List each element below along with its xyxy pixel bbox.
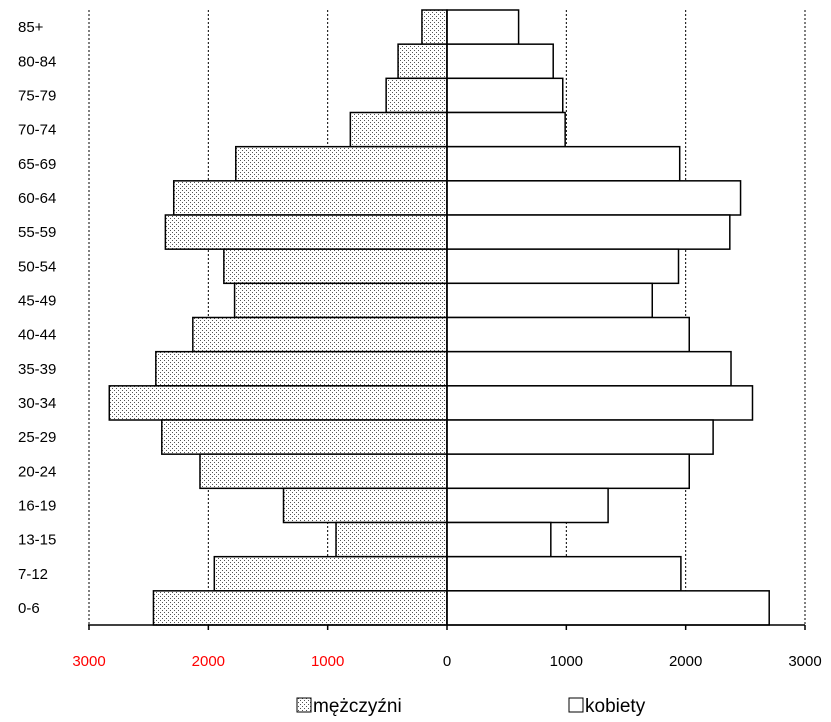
category-label: 70-74 [18, 122, 56, 139]
bar-women [446, 590, 770, 626]
bar-men [282, 487, 448, 524]
bar-men [421, 9, 448, 45]
category-label: 13-15 [18, 532, 56, 549]
bar-men [235, 145, 448, 182]
bar-women [446, 521, 552, 558]
category-label: 25-29 [18, 429, 56, 446]
bar-men [233, 282, 448, 319]
bar-women [446, 214, 731, 250]
category-label: 0-6 [18, 600, 40, 617]
legend-label-women: kobiety [585, 696, 646, 717]
category-label: 85+ [18, 19, 44, 36]
category-label: 35-39 [18, 361, 56, 378]
bar-women [446, 316, 690, 353]
bar-men [164, 214, 448, 250]
bar-men [172, 180, 448, 216]
bar-men [335, 521, 448, 558]
category-label: 16-19 [18, 497, 56, 514]
bar-women [446, 350, 732, 387]
bars [108, 9, 770, 626]
bar-women [446, 43, 554, 80]
category-label: 50-54 [18, 258, 56, 275]
legend-swatch-men [296, 697, 312, 713]
x-tick-label: 0 [443, 653, 451, 670]
legend-label-men: mężczyźni [313, 696, 402, 717]
category-label: 60-64 [18, 190, 56, 207]
bar-men [155, 350, 448, 387]
category-label: 40-44 [18, 327, 56, 344]
category-label: 7-12 [18, 566, 48, 583]
bar-men [397, 43, 448, 80]
bar-women [446, 487, 609, 524]
bar-women [446, 180, 742, 216]
bar-men [161, 419, 448, 455]
bar-women [446, 145, 681, 182]
bar-women [446, 385, 754, 421]
bar-men [223, 248, 448, 285]
bar-men [199, 453, 448, 490]
x-tick-label: 2000 [192, 653, 225, 670]
x-axis: 3000 2000 1000 0 1000 2000 3000 [72, 10, 822, 670]
bar-women [446, 77, 564, 114]
category-label: 75-79 [18, 87, 56, 104]
x-tick-label: 2000 [669, 653, 702, 670]
bar-women [446, 111, 566, 148]
bar-women [446, 453, 690, 490]
bar-men [385, 77, 448, 114]
category-label: 65-69 [18, 156, 56, 173]
category-label: 55-59 [18, 224, 56, 241]
category-label: 80-84 [18, 53, 56, 70]
category-label: 20-24 [18, 463, 56, 480]
x-tick-label: 1000 [550, 653, 583, 670]
x-tick-label: 3000 [788, 653, 821, 670]
x-tick-label: 1000 [311, 653, 344, 670]
x-tick-label: 3000 [72, 653, 105, 670]
bar-women [446, 555, 682, 592]
bar-women [446, 9, 520, 45]
bar-men [108, 385, 448, 421]
category-label: 45-49 [18, 292, 56, 309]
category-labels: 85+ 80-84 75-79 70-74 65-69 60-64 55-59 50-54 45… [18, 19, 56, 617]
bar-men [152, 590, 448, 626]
category-label: 30-34 [18, 395, 56, 412]
bar-women [446, 282, 654, 319]
legend: mężczyźni kobiety [296, 696, 646, 717]
legend-swatch-women [568, 697, 584, 713]
bar-men [213, 555, 448, 592]
bar-women [446, 419, 714, 455]
bar-men [192, 316, 448, 353]
bar-men [349, 111, 448, 148]
bar-women [446, 248, 680, 285]
